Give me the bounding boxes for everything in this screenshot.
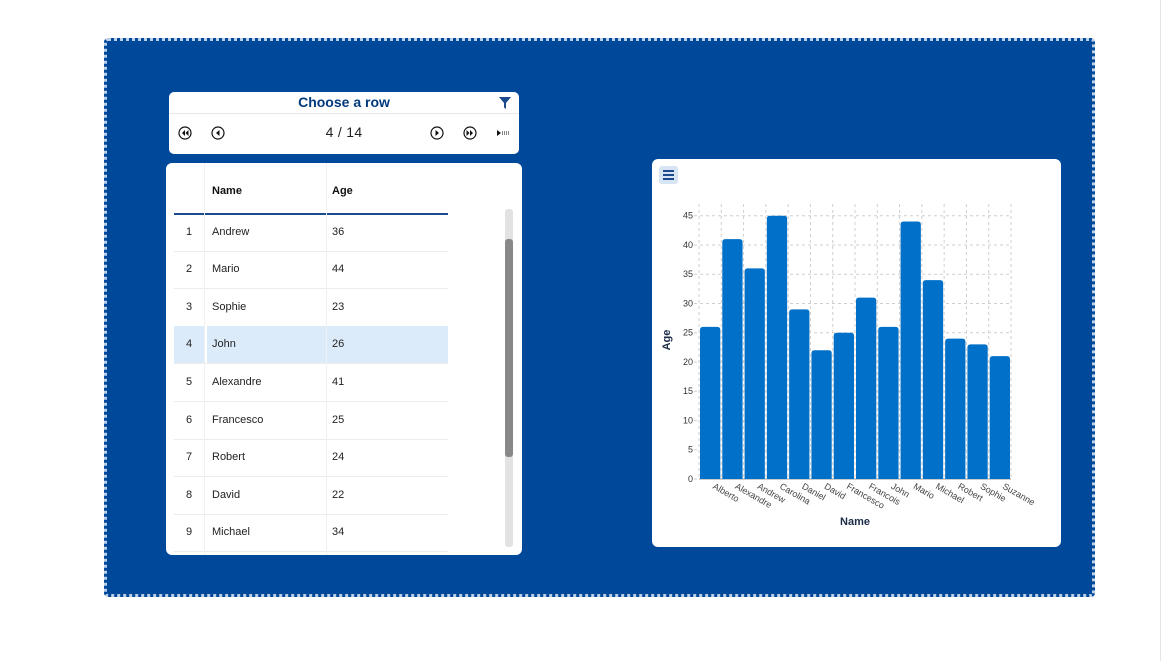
row-index: 5 [185, 376, 193, 388]
name-cell: Robert [212, 451, 246, 463]
table-header: Name Age [174, 163, 448, 215]
current-row[interactable]: 4 [325, 124, 334, 140]
age-cell: 26 [332, 338, 345, 350]
table-row[interactable]: 5 Alexandre 41 [174, 364, 448, 402]
column-separator [204, 163, 205, 555]
bar[interactable] [878, 326, 899, 479]
first-page-icon[interactable] [178, 126, 192, 140]
column-separator [326, 163, 327, 555]
y-tick-label: 35 [683, 269, 693, 279]
y-tick-label: 0 [688, 474, 693, 484]
row-pager: 4 / 14 [289, 124, 399, 140]
row-index: 2 [185, 263, 193, 275]
table-row[interactable]: 6 Francesco 25 [174, 402, 448, 440]
chooser-title: Choose a row [298, 94, 390, 110]
age-cell: 23 [332, 301, 345, 313]
name-column-header[interactable]: Name [212, 185, 242, 197]
age-cell: 24 [332, 451, 345, 463]
y-tick-label: 45 [683, 211, 693, 221]
x-tick-label: David [823, 481, 848, 501]
y-tick-label: 25 [683, 328, 693, 338]
name-cell: Francesco [212, 414, 264, 426]
y-tick-label: 5 [688, 445, 693, 455]
y-tick-label: 30 [683, 298, 693, 308]
bar[interactable] [833, 332, 854, 479]
bar[interactable] [900, 221, 921, 479]
y-tick-label: 20 [683, 357, 693, 367]
table-row[interactable]: 7 Robert 24 [174, 439, 448, 477]
table-row[interactable]: 8 David 22 [174, 477, 448, 515]
name-cell: Andrew [212, 226, 250, 238]
row-index: 6 [185, 414, 193, 426]
row-index: 1 [185, 226, 193, 238]
name-cell: Michael [212, 526, 250, 538]
next-page-icon[interactable] [430, 126, 444, 140]
age-cell: 25 [332, 414, 345, 426]
prev-page-icon[interactable] [211, 126, 225, 140]
bar[interactable] [922, 280, 944, 479]
name-cell: Sophie [212, 301, 247, 313]
row-chooser: Choose a row 4 / 14 [169, 92, 519, 154]
bar[interactable] [766, 215, 788, 479]
table-row[interactable]: 1 Andrew 36 [174, 214, 448, 252]
bar[interactable] [811, 350, 832, 479]
row-index: 3 [185, 301, 193, 313]
bar[interactable] [989, 356, 1010, 479]
bar[interactable] [945, 338, 966, 479]
row-index: 4 [174, 326, 207, 363]
table-row-selected[interactable]: 4 John 26 [174, 326, 448, 364]
y-tick-label: 15 [683, 386, 693, 396]
bar[interactable] [744, 268, 765, 479]
y-axis-label: Age [661, 330, 673, 351]
name-cell: John [212, 338, 236, 350]
chart-menu-button[interactable] [659, 166, 678, 184]
table-row[interactable]: 9 Michael 34 [174, 514, 448, 552]
bar[interactable] [722, 239, 743, 479]
bar[interactable] [700, 326, 721, 479]
page-edge [1160, 0, 1161, 661]
last-page-icon[interactable] [463, 126, 477, 140]
bar[interactable] [967, 344, 988, 479]
x-axis-label: Name [840, 516, 870, 528]
age-cell: 34 [332, 526, 345, 538]
bar-chart: 051015202530354045AlbertoAlexandreAndrew… [661, 204, 1037, 528]
age-cell: 36 [332, 226, 345, 238]
table-row[interactable]: 3 Sophie 23 [174, 289, 448, 327]
chooser-divider [169, 113, 519, 114]
age-cell: 22 [332, 489, 345, 501]
age-cell: 41 [332, 376, 345, 388]
row-index: 9 [185, 526, 193, 538]
total-rows: / 14 [337, 124, 363, 140]
filter-icon[interactable] [499, 97, 511, 109]
row-index: 7 [185, 451, 193, 463]
age-cell: 44 [332, 263, 345, 275]
scrollbar-thumb[interactable] [505, 239, 513, 457]
play-icon[interactable] [496, 126, 510, 140]
y-tick-label: 40 [683, 240, 693, 250]
bar-chart-card: 0 5 10 15 20 25 30 35 40 45 Alberto Alexandre Andrew… [652, 159, 1061, 547]
data-table: Name Age 1 Andrew 36 2 Mario 44 3 Sophie… [166, 163, 522, 555]
row-index: 8 [185, 489, 193, 501]
name-cell: David [212, 489, 241, 501]
hamburger-menu-icon [663, 170, 674, 180]
y-tick-label: 10 [683, 415, 693, 425]
bar[interactable] [856, 297, 877, 479]
x-tick-label: Mario [912, 481, 936, 501]
table-row[interactable]: 2 Mario 44 [174, 251, 448, 289]
name-cell: Alexandre [212, 376, 262, 388]
age-column-header[interactable]: Age [332, 185, 353, 197]
bar[interactable] [789, 309, 810, 479]
name-cell: Mario [212, 263, 240, 275]
